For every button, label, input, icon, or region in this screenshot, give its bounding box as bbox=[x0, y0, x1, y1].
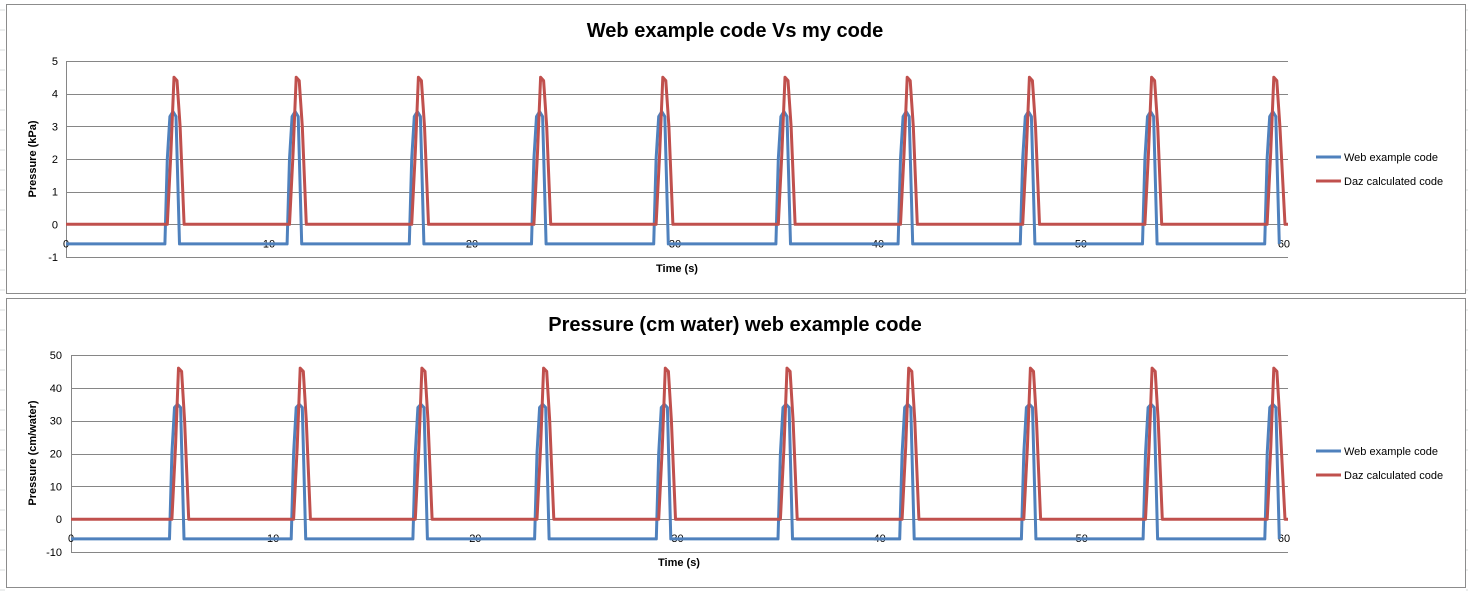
x-axis-title: Time (s) bbox=[658, 557, 700, 569]
y-tick-label: 0 bbox=[56, 514, 62, 526]
y-tick-label: 20 bbox=[50, 449, 62, 461]
y-tick-label: 40 bbox=[50, 383, 62, 395]
legend-entry: Daz calculated code bbox=[1344, 470, 1443, 482]
chart-area[interactable] bbox=[6, 4, 1466, 294]
y-tick-label: 0 bbox=[52, 219, 58, 231]
y-tick-label: 5 bbox=[52, 56, 58, 68]
legend-entry: Web example code bbox=[1344, 152, 1438, 164]
chart-title: Web example code Vs my code bbox=[587, 20, 883, 42]
chart-area[interactable] bbox=[6, 298, 1466, 588]
legend-entry: Daz calculated code bbox=[1344, 176, 1443, 188]
series-line-daz-calculated-code bbox=[71, 366, 1288, 521]
y-tick-label: 30 bbox=[50, 416, 62, 428]
y-tick-label: 10 bbox=[50, 481, 62, 493]
series-line-daz-calculated-code bbox=[66, 75, 1288, 226]
y-tick-label: 1 bbox=[52, 187, 58, 199]
y-tick-label: 2 bbox=[52, 154, 58, 166]
y-tick-label: -1 bbox=[48, 252, 58, 264]
y-tick-label: 3 bbox=[52, 121, 58, 133]
x-axis-title: Time (s) bbox=[656, 263, 698, 275]
y-tick-label: 50 bbox=[50, 350, 62, 362]
legend-entry: Web example code bbox=[1344, 446, 1438, 458]
y-tick-label: -10 bbox=[46, 547, 62, 559]
legend[interactable]: Web example code Daz calculated code bbox=[1316, 152, 1443, 188]
chart-title: Pressure (cm water) web example code bbox=[548, 314, 922, 336]
y-axis-title: Pressure (kPa) bbox=[27, 120, 39, 197]
legend[interactable]: Web example code Daz calculated code bbox=[1316, 446, 1443, 482]
x-tick-label: 60 bbox=[1278, 533, 1290, 545]
x-tick-label: 60 bbox=[1278, 238, 1290, 250]
y-axis-title: Pressure (cm/water) bbox=[27, 400, 39, 505]
y-tick-label: 4 bbox=[52, 89, 58, 101]
